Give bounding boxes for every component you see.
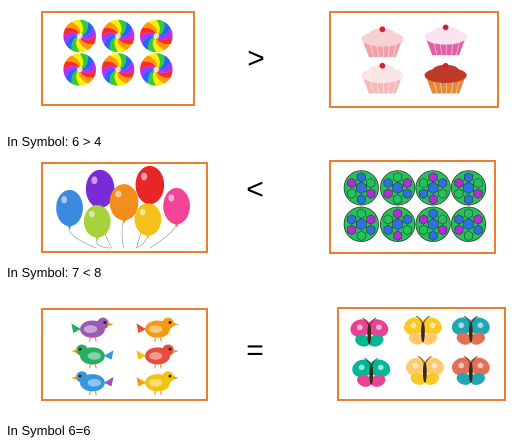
bird-icon [71, 344, 114, 369]
balloon-icon [135, 165, 165, 208]
balloon-icon [56, 189, 83, 230]
swirl-candy-icon [140, 53, 173, 86]
swirl-candy-icon [101, 19, 135, 53]
comparison-symbol-greater: > [247, 42, 265, 75]
cupcake-icon [361, 62, 404, 94]
comparison-symbol-equal: = [246, 334, 264, 367]
balloon-group-box [41, 162, 208, 253]
balloon-icon [134, 203, 162, 239]
swirl-candy-icon [63, 19, 96, 53]
swirl-candy-icon [140, 19, 173, 53]
soccer-ball-icon [380, 170, 416, 206]
butterfly-icon [451, 356, 490, 385]
row-3-caption: In Symbol 6=6 [7, 423, 91, 438]
swirl-candy-group [63, 19, 173, 86]
bird-group-box [41, 308, 208, 401]
bird-group [71, 317, 179, 396]
butterfly-icon [350, 318, 389, 347]
soccer-ball-icon [343, 170, 379, 206]
bird-icon [71, 317, 114, 342]
soccer-ball-group-box [329, 160, 496, 254]
balloon-icon [163, 187, 190, 228]
bird-icon [136, 317, 179, 342]
candy-group-box [41, 11, 195, 106]
soccer-ball-icon [450, 170, 487, 206]
soccer-ball-icon [380, 206, 416, 242]
soccer-ball-icon [415, 206, 451, 242]
cupcake-icon [361, 26, 404, 58]
swirl-candy-icon [63, 53, 96, 86]
balloon-icon [109, 184, 139, 224]
balloon-icon [83, 205, 111, 241]
soccer-ball-icon [415, 170, 451, 206]
butterfly-icon [405, 356, 444, 385]
soccer-ball-group [343, 170, 487, 242]
row-1-caption: In Symbol: 6 > 4 [7, 134, 102, 149]
cupcake-group-box [329, 11, 499, 108]
soccer-ball-icon [343, 206, 379, 242]
cupcake-icon [424, 62, 467, 94]
butterfly-icon [352, 358, 391, 387]
soccer-ball-icon [450, 206, 487, 242]
comparison-symbol-less: < [246, 173, 264, 206]
bird-icon [136, 371, 179, 396]
cupcake-icon [424, 24, 467, 56]
butterfly-icon [451, 316, 490, 345]
butterfly-group-box [337, 307, 506, 401]
butterfly-icon [403, 316, 442, 345]
bird-icon [136, 344, 179, 369]
butterfly-group [350, 316, 490, 387]
balloon-icon [85, 169, 115, 211]
row-2-caption: In Symbol: 7 < 8 [7, 265, 102, 280]
cupcake-group [361, 24, 467, 94]
swirl-candy-icon [101, 53, 135, 86]
bird-icon [71, 371, 114, 396]
balloon-group [56, 165, 190, 249]
